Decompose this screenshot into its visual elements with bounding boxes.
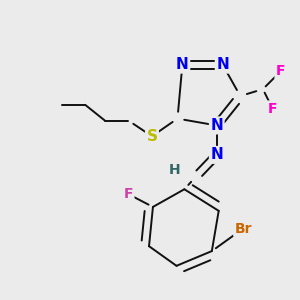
- Text: F: F: [268, 102, 278, 116]
- Text: N: N: [176, 57, 189, 72]
- Text: N: N: [216, 57, 229, 72]
- Text: N: N: [210, 147, 223, 162]
- Text: F: F: [124, 187, 133, 201]
- Text: S: S: [146, 129, 158, 144]
- Text: F: F: [276, 64, 285, 79]
- Text: Br: Br: [235, 221, 252, 236]
- Text: N: N: [210, 118, 223, 133]
- Text: H: H: [169, 163, 180, 177]
